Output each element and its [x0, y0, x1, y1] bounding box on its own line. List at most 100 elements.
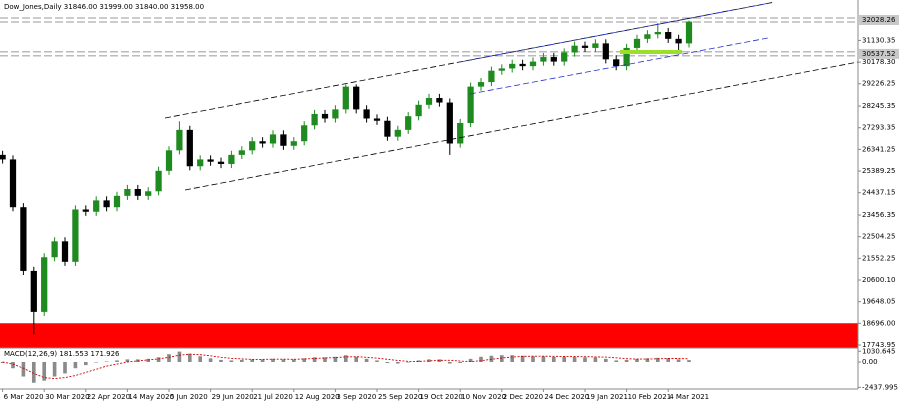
macd-bar — [291, 359, 296, 362]
macd-bar — [468, 358, 473, 362]
macd-bar — [635, 358, 639, 362]
candle-body — [113, 195, 121, 208]
candle-body — [436, 97, 443, 103]
macd-bar — [603, 358, 608, 362]
macd-bar — [187, 353, 192, 362]
macd-bar — [427, 359, 431, 362]
candle-body — [467, 86, 474, 124]
y-tick-label: 28245.35 — [862, 102, 895, 110]
macd-y-tick-label: 1030.645 — [862, 347, 895, 355]
macd-bar — [343, 355, 348, 362]
candle-body — [311, 113, 318, 126]
candle-body — [197, 159, 204, 167]
candle-body — [550, 57, 557, 62]
candle-body — [363, 109, 370, 119]
macd-bar — [0, 361, 5, 364]
candle-body — [654, 32, 661, 35]
y-tick-label: 30178.30 — [862, 58, 895, 66]
x-tick-label: 2 Dec 2020 — [503, 393, 543, 401]
header: Dow_Jones,Daily 31846.00 31999.00 31840.… — [4, 3, 204, 11]
channel-line — [459, 2, 771, 63]
macd-bar — [333, 356, 338, 362]
candle-body — [457, 123, 464, 144]
channel-line — [184, 61, 859, 191]
macd-bar — [385, 361, 390, 364]
candle-body — [353, 86, 360, 110]
level-label-bg — [859, 14, 899, 25]
macd-bar — [229, 360, 234, 362]
macd-bar — [42, 361, 47, 381]
candle-body — [176, 129, 183, 151]
macd-bar — [551, 356, 556, 362]
candle-body — [93, 200, 100, 212]
candle-body — [134, 189, 141, 196]
x-tick-label: 19 Jan 2021 — [586, 393, 628, 401]
macd-bar — [624, 359, 629, 362]
candle-body — [602, 43, 609, 60]
candle-body — [373, 118, 381, 121]
x-tick-label: 3 Sep 2020 — [336, 393, 376, 401]
y-tick-label: 22504.25 — [862, 233, 895, 241]
x-tick-label: 14 May 2020 — [128, 393, 174, 401]
x-tick-label: 19 Oct 2020 — [420, 393, 463, 401]
macd-bar — [281, 359, 286, 362]
candle-body — [529, 61, 537, 67]
macd-bar — [302, 358, 307, 362]
macd-bar — [250, 359, 255, 362]
macd-bar — [479, 356, 483, 362]
y-tick-label: 18696.00 — [862, 319, 895, 327]
candle-body — [446, 102, 453, 144]
candle-body — [290, 141, 297, 146]
y-tick-label: 26341.25 — [862, 145, 895, 153]
macd-bar — [687, 360, 691, 362]
candle-body — [280, 134, 287, 146]
x-tick-label: 21 Jul 2020 — [253, 393, 293, 401]
channel-line — [469, 37, 769, 95]
macd-bar — [31, 361, 36, 383]
plot-area — [0, 17, 858, 348]
macd-bar — [447, 361, 452, 364]
macd-bar — [666, 358, 671, 362]
x-tick-label: 10 Feb 2021 — [628, 393, 672, 401]
macd-bar — [572, 356, 577, 362]
x-tick-label: 22 Apr 2020 — [87, 393, 130, 401]
macd-bar — [11, 361, 15, 369]
macd-bar — [614, 360, 619, 362]
macd-bar — [115, 360, 119, 362]
macd-bar — [395, 361, 400, 364]
macd-bar — [354, 356, 359, 362]
macd-bar — [406, 361, 411, 363]
candle-body — [519, 63, 526, 67]
macd-bar — [655, 357, 660, 362]
candle-body — [72, 209, 79, 262]
macd-bar — [437, 359, 442, 362]
candle-body — [415, 104, 422, 117]
candle-body — [571, 45, 578, 53]
macd-bar — [63, 361, 67, 374]
candle-body — [103, 200, 110, 208]
macd-bar — [499, 355, 504, 362]
macd-bar — [593, 357, 598, 362]
candle-body — [488, 70, 495, 83]
y-tick-label: 29226.25 — [862, 80, 895, 88]
x-tick-label: 25 Sep 2020 — [378, 393, 422, 401]
candle-body — [342, 86, 349, 110]
macd-title: MACD(12,26,9) 181.553 171.926 — [4, 350, 120, 358]
candle-body — [9, 159, 17, 208]
candle-body — [498, 68, 505, 71]
candle-body — [592, 43, 599, 48]
candle-body — [82, 209, 89, 212]
candle-body — [321, 113, 329, 119]
y-tick-label: 21552.25 — [862, 254, 895, 262]
y-tick-label: 25389.25 — [862, 167, 895, 175]
x-tick-label: 29 Jun 2020 — [212, 393, 254, 401]
y-tick-label: 24437.15 — [862, 189, 895, 197]
candle-body — [623, 47, 630, 67]
candle-body — [675, 38, 682, 44]
zone — [0, 323, 858, 348]
macd-bar — [208, 358, 213, 362]
macd-bar — [167, 354, 171, 362]
macd-bar — [198, 356, 203, 362]
candle-body — [0, 154, 6, 160]
